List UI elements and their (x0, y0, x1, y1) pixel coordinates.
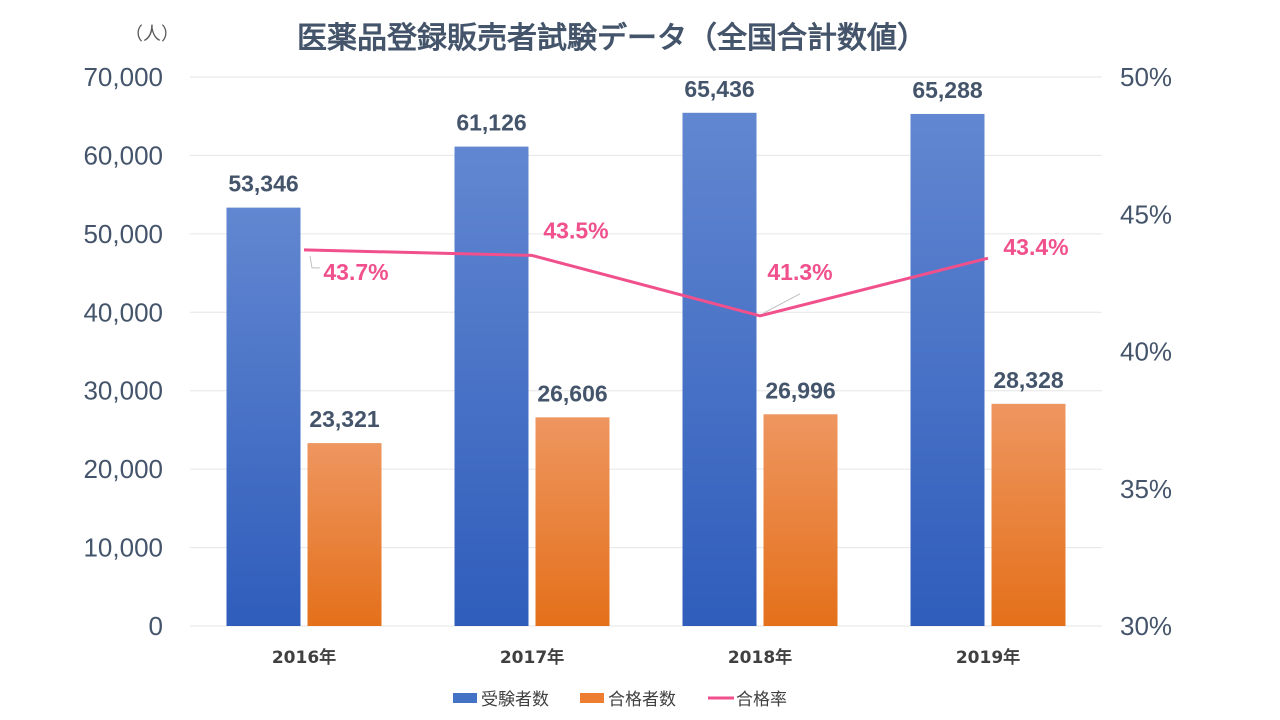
applicants-data-label: 65,288 (912, 77, 983, 103)
y-tick-label: 10,000 (83, 533, 163, 563)
y-tick-label: 60,000 (83, 140, 163, 170)
passers-data-label: 28,328 (993, 367, 1064, 393)
x-tick-label: 2019年 (956, 647, 1020, 668)
y-tick-label: 70,000 (83, 62, 163, 92)
y2-tick-label: 45% (1120, 199, 1172, 229)
x-axis-ticks: 2016年 2017年 2018年 2019年 (272, 647, 1020, 668)
y2-tick-label: 30% (1120, 611, 1172, 641)
secondary-y-axis-ticks: 30% 35% 40% 45% 50% (1120, 62, 1172, 641)
pass-rate-data-label: 43.4% (1003, 234, 1068, 260)
y-tick-label: 50,000 (83, 219, 163, 249)
data-labels: 53,346 23,321 61,126 26,606 65,436 26,996 65,2… (228, 76, 1068, 432)
legend-label-passers: 合格者数 (608, 690, 676, 710)
y-tick-label: 0 (149, 611, 163, 641)
y-tick-label: 40,000 (83, 297, 163, 327)
y-axis-ticks: 0 10,000 20,000 30,000 40,000 50,000 60,000 70,… (83, 62, 163, 641)
leader-line (309, 255, 320, 269)
pass-rate-data-label: 43.5% (543, 217, 608, 243)
x-tick-label: 2016年 (272, 647, 336, 668)
legend: 受験者数 合格者数 合格率 (453, 690, 787, 710)
legend-swatch-passers (580, 693, 604, 703)
passers-bar (991, 403, 1066, 626)
pass-rate-data-label: 43.7% (323, 259, 388, 285)
x-tick-label: 2018年 (728, 647, 792, 668)
x-tick-label: 2017年 (500, 647, 564, 668)
applicants-data-label: 65,436 (684, 76, 754, 102)
y2-tick-label: 50% (1120, 62, 1172, 92)
y-axis-unit-label: （人） (125, 24, 179, 45)
applicants-data-label: 53,346 (228, 171, 298, 197)
pass-rate-data-label: 41.3% (767, 259, 832, 285)
applicants-bar (910, 113, 985, 626)
bars (226, 112, 1066, 627)
pass-rate-line (303, 248, 989, 318)
passers-data-label: 26,606 (537, 380, 607, 406)
y2-tick-label: 35% (1120, 474, 1172, 504)
applicants-data-label: 61,126 (456, 110, 526, 136)
y-tick-label: 30,000 (83, 376, 163, 406)
applicants-bar (682, 112, 757, 626)
applicants-bar (226, 207, 301, 627)
applicants-bar (454, 146, 529, 626)
passers-bar (535, 417, 610, 626)
y-tick-label: 20,000 (83, 454, 163, 484)
legend-swatch-applicants (453, 693, 477, 703)
passers-data-label: 23,321 (309, 406, 380, 432)
leader-line (763, 293, 801, 314)
passers-bar (763, 414, 838, 626)
pass-rate-series-line (303, 248, 989, 318)
legend-label-pass-rate: 合格率 (736, 690, 787, 710)
passers-bar (307, 443, 382, 626)
chart-title: 医薬品登録販売者試験データ（全国合計数値） (297, 21, 927, 56)
legend-label-applicants: 受験者数 (481, 690, 549, 710)
passers-data-label: 26,996 (765, 377, 835, 403)
y2-tick-label: 40% (1120, 337, 1172, 367)
